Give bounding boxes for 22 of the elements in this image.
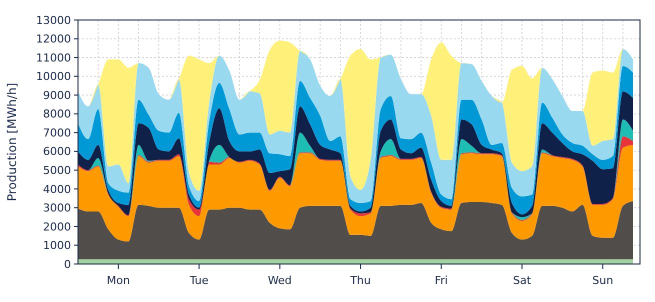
y-tick-label: 6000 (43, 145, 71, 158)
x-tick-label: Sun (592, 274, 614, 287)
y-tick-label: 11000 (36, 51, 71, 64)
x-tick-label: Wed (268, 274, 292, 287)
y-tick-label: 3000 (43, 202, 71, 215)
y-tick-label: 12000 (36, 32, 71, 46)
x-tick-label: Fri (434, 274, 448, 287)
y-tick-label: 1000 (43, 239, 71, 252)
x-tick-label: Sat (512, 274, 532, 287)
y-tick-label: 13000 (36, 14, 71, 27)
y-axis-title: Production [MWh/h] (5, 82, 19, 202)
y-tick-label: 2000 (43, 220, 71, 234)
x-tick-label: Tue (188, 274, 209, 287)
y-tick-label: 9000 (43, 88, 71, 102)
y-tick-label: 10000 (36, 70, 71, 84)
y-tick-label: 7000 (43, 126, 71, 140)
y-tick-label: 0 (64, 258, 71, 271)
y-tick-label: 5000 (43, 164, 71, 178)
x-tick-label: Thu (349, 274, 371, 287)
y-tick-label: 8000 (43, 108, 71, 121)
y-tick-label: 4000 (43, 182, 71, 196)
x-tick-label: Mon (106, 274, 130, 287)
